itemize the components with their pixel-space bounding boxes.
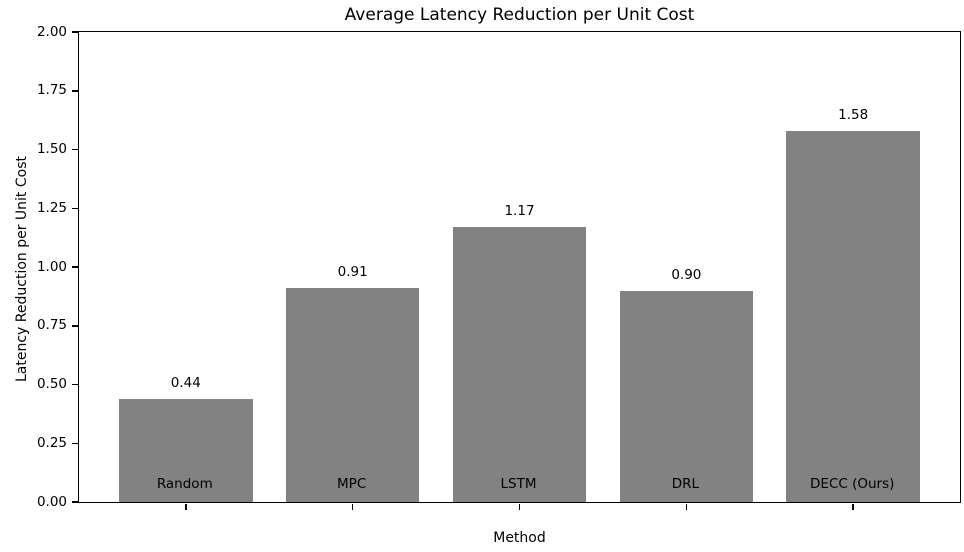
plot-area: 0.00 0.25 0.50 0.75 1.00 1.25 1.50 1.75 2.00 0.44… — [37, 25, 961, 510]
y-tick-mark — [71, 383, 78, 386]
y-tick-label: 1.00 — [36, 258, 67, 275]
y-tick-label: 1.75 — [36, 82, 67, 99]
y-tick-mark — [71, 90, 78, 92]
y-tick-label: 0.00 — [36, 493, 67, 510]
x-tick-label: MPC — [337, 476, 367, 492]
chart-title: Average Latency Reduction per Unit Cost — [344, 5, 695, 25]
x-tick-label: DRL — [671, 476, 699, 492]
bar-value-label: 1.17 — [504, 203, 535, 220]
x-tick-mark — [518, 503, 521, 510]
x-tick-mark — [185, 503, 187, 510]
bar — [786, 130, 920, 502]
bar-value-label: 0.44 — [170, 374, 201, 391]
bar — [619, 290, 754, 502]
x-tick-label: Random — [156, 476, 213, 492]
bar-value-label: 0.90 — [671, 266, 702, 283]
y-tick-mark — [71, 207, 78, 209]
y-tick-label: 0.25 — [36, 434, 67, 451]
y-tick-label: 2.00 — [36, 23, 67, 40]
bar — [452, 227, 587, 502]
x-tick-label: LSTM — [500, 476, 537, 492]
y-tick-mark — [71, 266, 78, 268]
y-tick-mark — [71, 501, 78, 503]
y-tick-mark — [71, 148, 78, 151]
x-tick-label: DECC (Ours) — [810, 476, 895, 492]
y-tick-label: 0.50 — [36, 376, 67, 392]
bar — [285, 288, 420, 502]
bar — [119, 398, 253, 502]
x-tick-mark — [852, 503, 854, 510]
y-tick-label: 0.75 — [36, 317, 67, 334]
bar-value-label: 0.91 — [337, 264, 368, 281]
y-tick-label: 1.50 — [36, 141, 67, 157]
y-tick-mark — [71, 325, 78, 327]
x-tick-mark — [685, 503, 688, 510]
x-axis-label: Method — [493, 530, 546, 546]
bar-value-label: 1.58 — [838, 106, 869, 123]
y-tick-label: 1.25 — [36, 199, 67, 216]
x-tick-mark — [351, 503, 354, 510]
y-tick-mark — [71, 442, 78, 444]
y-tick-mark — [71, 31, 78, 33]
